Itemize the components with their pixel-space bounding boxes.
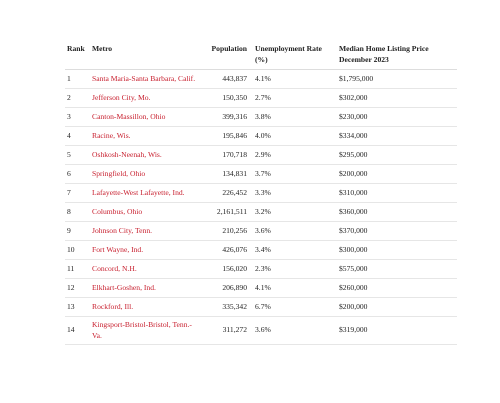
- table-row: 14 Kingsport-Bristol-Bristol, Tenn.-Va. 31…: [65, 316, 457, 345]
- metro-cell: Elkhart-Goshen, Ind.: [90, 278, 200, 298]
- rank-cell: 4: [65, 126, 90, 146]
- data-table: Rank Metro Population Unemployment Rate (%)…: [65, 42, 457, 345]
- rank-cell: 7: [65, 183, 90, 203]
- home-price-cell: $260,000: [337, 278, 457, 298]
- rank-cell: 9: [65, 221, 90, 241]
- population-cell: 443,837: [200, 69, 253, 89]
- unemployment-rate-cell: 3.2%: [253, 202, 337, 222]
- population-cell: 2,161,511: [200, 202, 253, 222]
- population-cell: 156,020: [200, 259, 253, 279]
- metro-cell: Oshkosh-Neenah, Wis.: [90, 145, 200, 165]
- population-cell: 206,890: [200, 278, 253, 298]
- metro-cell: Lafayette-West Lafayette, Ind.: [90, 183, 200, 203]
- metro-cell: Kingsport-Bristol-Bristol, Tenn.-Va.: [90, 316, 200, 345]
- table-row: 6 Springfield, Ohio 134,831 3.7% $200,000: [65, 164, 457, 184]
- rank-cell: 1: [65, 69, 90, 89]
- unemployment-rate-cell: 4.1%: [253, 69, 337, 89]
- unemployment-rate-header: Unemployment Rate (%): [253, 42, 337, 70]
- home-price-cell: $200,000: [337, 164, 457, 184]
- home-price-cell: $200,000: [337, 297, 457, 317]
- table-row: 8 Columbus, Ohio 2,161,511 3.2% $360,000: [65, 202, 457, 222]
- population-cell: 426,076: [200, 240, 253, 260]
- home-price-cell: $300,000: [337, 240, 457, 260]
- rank-cell: 6: [65, 164, 90, 184]
- unemployment-rate-cell: 2.3%: [253, 259, 337, 279]
- metro-cell: Jefferson City, Mo.: [90, 88, 200, 108]
- home-price-cell: $1,795,000: [337, 69, 457, 89]
- rank-cell: 12: [65, 278, 90, 298]
- table-row: 1 Santa Maria-Santa Barbara, Calif. 443,83…: [65, 69, 457, 89]
- home-price-cell: $310,000: [337, 183, 457, 203]
- population-cell: 311,272: [200, 316, 253, 345]
- metro-cell: Columbus, Ohio: [90, 202, 200, 222]
- rank-cell: 11: [65, 259, 90, 279]
- population-cell: 226,452: [200, 183, 253, 203]
- unemployment-rate-cell: 3.8%: [253, 107, 337, 127]
- rank-cell: 5: [65, 145, 90, 165]
- table-row: 10 Fort Wayne, Ind. 426,076 3.4% $300,000: [65, 240, 457, 260]
- population-cell: 210,256: [200, 221, 253, 241]
- rank-cell: 13: [65, 297, 90, 317]
- unemployment-rate-cell: 4.1%: [253, 278, 337, 298]
- table-body: 1 Santa Maria-Santa Barbara, Calif. 443,83…: [65, 69, 457, 345]
- table-row: 13 Rockford, Ill. 335,342 6.7% $200,000: [65, 297, 457, 317]
- home-price-cell: $575,000: [337, 259, 457, 279]
- table-row: 11 Concord, N.H. 156,020 2.3% $575,000: [65, 259, 457, 279]
- metro-cell: Concord, N.H.: [90, 259, 200, 279]
- metro-header: Metro: [90, 42, 200, 70]
- unemployment-rate-cell: 3.6%: [253, 316, 337, 345]
- unemployment-rate-cell: 3.3%: [253, 183, 337, 203]
- metro-cell: Racine, Wis.: [90, 126, 200, 146]
- unemployment-rate-cell: 2.9%: [253, 145, 337, 165]
- population-header: Population: [200, 42, 253, 70]
- rank-cell: 10: [65, 240, 90, 260]
- metro-cell: Springfield, Ohio: [90, 164, 200, 184]
- metro-cell: Johnson City, Tenn.: [90, 221, 200, 241]
- unemployment-rate-cell: 3.7%: [253, 164, 337, 184]
- unemployment-rate-cell: 3.6%: [253, 221, 337, 241]
- unemployment-rate-cell: 4.0%: [253, 126, 337, 146]
- table-row: 2 Jefferson City, Mo. 150,350 2.7% $302,000: [65, 88, 457, 108]
- unemployment-rate-cell: 3.4%: [253, 240, 337, 260]
- metro-cell: Fort Wayne, Ind.: [90, 240, 200, 260]
- table-row: 5 Oshkosh-Neenah, Wis. 170,718 2.9% $295,000: [65, 145, 457, 165]
- rank-cell: 8: [65, 202, 90, 222]
- population-cell: 170,718: [200, 145, 253, 165]
- table-row: 4 Racine, Wis. 195,846 4.0% $334,000: [65, 126, 457, 146]
- population-cell: 150,350: [200, 88, 253, 108]
- table-row: 12 Elkhart-Goshen, Ind. 206,890 4.1% $260,00…: [65, 278, 457, 298]
- table-row: 3 Canton-Massillon, Ohio 399,316 3.8% $230,0…: [65, 107, 457, 127]
- metro-cell: Canton-Massillon, Ohio: [90, 107, 200, 127]
- home-price-cell: $230,000: [337, 107, 457, 127]
- metro-cell: Santa Maria-Santa Barbara, Calif.: [90, 69, 200, 89]
- table-row: 9 Johnson City, Tenn. 210,256 3.6% $370,000: [65, 221, 457, 241]
- unemployment-rate-cell: 2.7%: [253, 88, 337, 108]
- home-price-header: Median Home Listing Price December 2023: [337, 42, 457, 70]
- rank-header: Rank: [65, 42, 90, 70]
- home-price-cell: $334,000: [337, 126, 457, 146]
- home-price-cell: $302,000: [337, 88, 457, 108]
- metro-cell: Rockford, Ill.: [90, 297, 200, 317]
- population-cell: 134,831: [200, 164, 253, 184]
- unemployment-rate-cell: 6.7%: [253, 297, 337, 317]
- home-price-cell: $370,000: [337, 221, 457, 241]
- population-cell: 195,846: [200, 126, 253, 146]
- rank-cell: 3: [65, 107, 90, 127]
- header-row: Rank Metro Population Unemployment Rate (%)…: [65, 42, 457, 70]
- table-container: Rank Metro Population Unemployment Rate (%)…: [65, 42, 457, 345]
- rank-cell: 2: [65, 88, 90, 108]
- home-price-cell: $360,000: [337, 202, 457, 222]
- population-cell: 399,316: [200, 107, 253, 127]
- rank-cell: 14: [65, 316, 90, 345]
- home-price-cell: $319,000: [337, 316, 457, 345]
- population-cell: 335,342: [200, 297, 253, 317]
- table-row: 7 Lafayette-West Lafayette, Ind. 226,452 3.…: [65, 183, 457, 203]
- home-price-cell: $295,000: [337, 145, 457, 165]
